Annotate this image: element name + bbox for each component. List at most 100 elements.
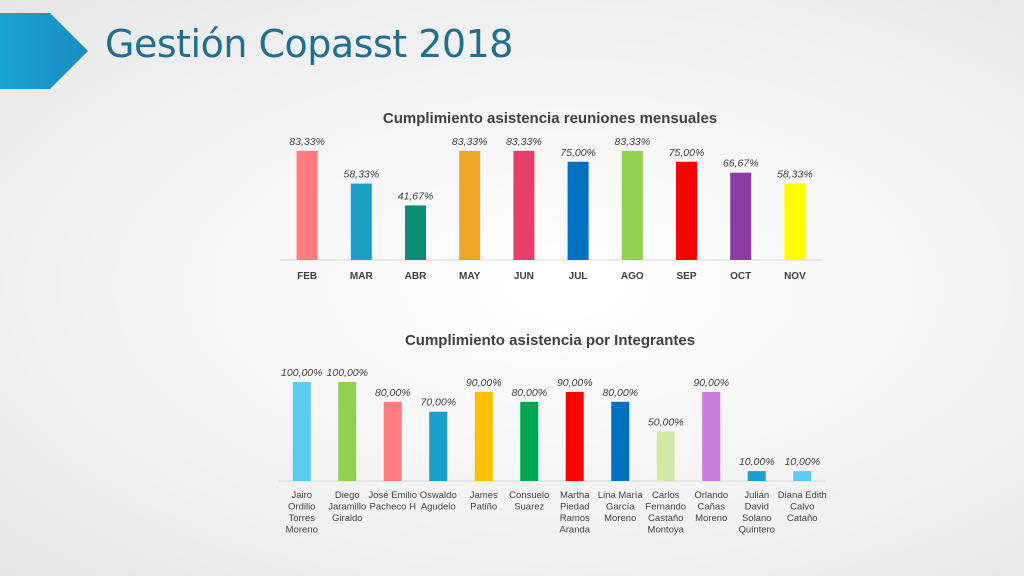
tick-label: NOV	[784, 271, 806, 282]
tick-label-line: David	[745, 502, 769, 513]
tick-label-line: Aranda	[559, 525, 590, 536]
tick-label-line: Diana Edith	[778, 490, 827, 501]
tick-label-line: Julián	[744, 490, 769, 501]
bar	[621, 150, 643, 260]
tick-label-line: José Emilio	[368, 490, 417, 501]
data-label: 75,00%	[669, 147, 705, 159]
data-label: 58,33%	[343, 169, 379, 181]
tick-label: Martha Piedad Ramos Aranda	[559, 490, 590, 536]
tick-label-line: Consuelo	[509, 490, 549, 501]
tick-label: AGO	[621, 271, 644, 282]
data-label: 10,00%	[739, 456, 775, 468]
tick-label: Jairo Ordilio Torres Moreno	[286, 490, 318, 536]
bar	[676, 161, 697, 260]
data-label: 41,67%	[398, 190, 434, 202]
bar	[296, 150, 318, 260]
tick-label-line: Patiño	[470, 502, 497, 513]
bar	[784, 183, 806, 260]
tick-label: Julián David Solano Quintero	[739, 490, 775, 536]
tick-label-line: Suarez	[514, 502, 544, 513]
chart-member-attendance: Cumplimiento asistencia por Integrantes 1…	[279, 332, 827, 536]
tick-label: Diana Edith Calvo Cataño	[778, 490, 827, 524]
tick-label: FEB	[297, 271, 317, 282]
title-arrow-decoration	[0, 13, 88, 89]
data-label: 70,00%	[420, 397, 456, 409]
tick-label: SEP	[676, 271, 696, 282]
bar	[730, 172, 752, 260]
chart-title: Cumplimiento asistencia por Integrantes	[405, 332, 695, 349]
tick-label-line: Moreno	[604, 513, 636, 524]
chart-title: Cumplimiento asistencia reuniones mensua…	[383, 110, 717, 127]
tick-label-line: Solano	[742, 513, 772, 524]
tick-label-line: Giraldo	[332, 513, 363, 524]
data-label: 83,33%	[289, 136, 325, 148]
data-label: 83,33%	[506, 136, 542, 148]
tick-label: OCT	[730, 271, 751, 282]
tick-label: ABR	[405, 271, 427, 282]
tick-label: JUL	[569, 271, 588, 282]
bar	[747, 471, 766, 481]
data-label: 50,00%	[648, 417, 684, 429]
tick-label-line: Cañas	[698, 502, 726, 513]
tick-label: MAR	[350, 271, 374, 282]
tick-label: James Patiño	[470, 490, 498, 513]
tick-label-line: Diego	[335, 490, 360, 501]
tick-label-line: Jaramillo	[328, 502, 366, 513]
data-label: 75,00%	[560, 147, 596, 159]
data-label: 90,00%	[557, 377, 593, 389]
tick-label-line: Orlando	[694, 490, 728, 501]
bar	[405, 205, 426, 260]
tick-label-line: Moreno	[695, 513, 727, 524]
bar	[383, 401, 402, 481]
slide-title: Gestión Copasst 2018	[105, 22, 513, 66]
tick-label-line: Oswaldo	[420, 490, 457, 501]
bar	[292, 382, 311, 481]
tick-label: MAY	[459, 271, 481, 282]
tick-label: Consuelo Suarez	[509, 490, 549, 513]
tick-label-line: Lina María	[598, 490, 644, 501]
bar	[513, 150, 535, 260]
data-label: 10,00%	[784, 456, 820, 468]
bar	[702, 391, 721, 481]
bar	[474, 391, 493, 481]
data-label: 90,00%	[466, 377, 502, 389]
tick-label: JUN	[514, 271, 534, 282]
tick-label-line: Fernando	[645, 502, 686, 513]
data-label: 100,00%	[281, 367, 322, 379]
tick-label-line: Ordilio	[288, 502, 315, 513]
tick-label-line: Agudelo	[421, 502, 456, 513]
tick-label-line: Torres	[289, 513, 316, 524]
tick-label: José Emilio Pacheco H	[368, 490, 417, 513]
tick-label-line: Jairo	[291, 490, 312, 501]
tick-label: Orlando Cañas Moreno	[694, 490, 728, 524]
tick-label: Lina María García Moreno	[598, 490, 644, 524]
data-label: 83,33%	[614, 136, 650, 148]
tick-label: Oswaldo Agudelo	[420, 490, 457, 513]
tick-label-line: Montoya	[648, 525, 685, 536]
bar	[793, 471, 812, 481]
bar	[520, 401, 539, 481]
data-label: 58,33%	[777, 169, 813, 181]
tick-label-line: Castaño	[648, 513, 683, 524]
tick-label-line: García	[606, 502, 635, 513]
tick-label-line: Piedad	[560, 502, 590, 513]
bar	[656, 431, 675, 481]
tick-label-line: Cataño	[787, 513, 818, 524]
tick-label-line: Pacheco H	[370, 502, 417, 513]
tick-label-line: James	[470, 490, 498, 501]
bar	[429, 411, 448, 481]
tick-label-line: Calvo	[790, 502, 814, 513]
data-label: 100,00%	[327, 367, 368, 379]
bar	[350, 183, 372, 260]
bar	[611, 401, 630, 481]
bar	[565, 391, 584, 481]
tick-label-line: Ramos	[560, 513, 590, 524]
data-label: 80,00%	[375, 387, 411, 399]
bar	[567, 161, 589, 260]
chart-monthly-attendance: Cumplimiento asistencia reuniones mensua…	[280, 110, 822, 282]
bar	[459, 150, 481, 260]
data-label: 66,67%	[723, 158, 759, 170]
tick-label: Carlos Fernando Castaño Montoya	[645, 490, 686, 536]
tick-label: Diego Jaramillo Giraldo	[328, 490, 366, 524]
data-label: 90,00%	[693, 377, 729, 389]
